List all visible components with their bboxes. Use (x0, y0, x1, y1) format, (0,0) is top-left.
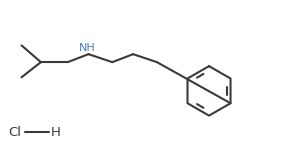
Text: NH: NH (79, 43, 96, 53)
Text: H: H (51, 126, 61, 139)
Text: Cl: Cl (8, 126, 22, 139)
